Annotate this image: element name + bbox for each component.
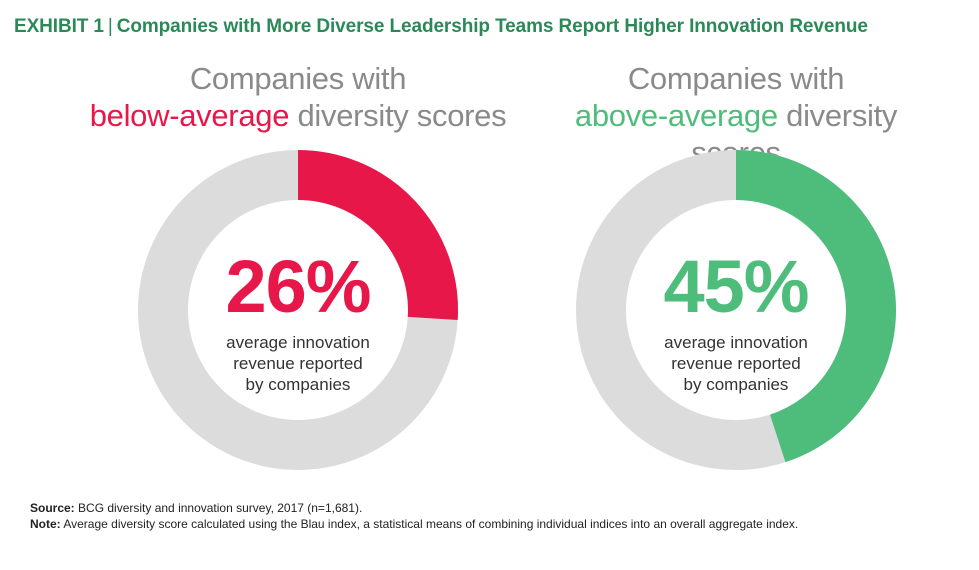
donut-caption-line: by companies [245, 375, 351, 394]
panel-heading-line1: Companies with [189, 61, 407, 96]
donut-caption: average innovation revenue reported by c… [88, 332, 508, 395]
donut-caption: average innovation revenue reported by c… [526, 332, 946, 395]
donut-center: 26% average innovation revenue reported … [88, 250, 508, 395]
panel-heading-highlight: above-average [574, 98, 778, 133]
donut-center: 45% average innovation revenue reported … [526, 250, 946, 395]
donut-chart-wrapper: 45% average innovation revenue reported … [526, 150, 946, 470]
donut-slice-value [735, 150, 896, 463]
exhibit-separator: | [107, 16, 113, 37]
source-text: BCG diversity and innovation survey, 201… [78, 501, 363, 515]
footnotes: Source: BCG diversity and innovation sur… [30, 500, 960, 532]
source-label: Source: [30, 501, 75, 515]
panel-heading: Companies with below-average diversity s… [88, 60, 508, 134]
panel-heading-line1: Companies with [627, 61, 845, 96]
chart-panel-below-average: Companies with below-average diversity s… [88, 60, 508, 470]
donut-caption-line: revenue reported [233, 354, 363, 373]
exhibit-label: EXHIBIT 1 [14, 16, 104, 37]
exhibit-title: EXHIBIT 1 | Companies with More Diverse Le… [14, 16, 868, 38]
donut-value-label: 26% [225, 245, 371, 328]
donut-slice-value [297, 150, 458, 321]
panel-heading-highlight: below-average [89, 98, 290, 133]
source-note: Source: BCG diversity and innovation sur… [30, 500, 960, 516]
note-text: Average diversity score calculated using… [63, 517, 799, 531]
donut-value-label: 45% [663, 245, 809, 328]
method-note: Note: Average diversity score calculated… [30, 516, 960, 532]
chart-panel-above-average: Companies with above-average diversity s… [526, 60, 946, 470]
donut-caption-line: revenue reported [671, 354, 801, 373]
panel-heading-rest: diversity scores [297, 98, 507, 133]
donut-caption-line: by companies [683, 375, 789, 394]
note-label: Note: [30, 517, 61, 531]
donut-caption-line: average innovation [664, 333, 808, 352]
donut-caption-line: average innovation [226, 333, 370, 352]
exhibit-title-text: Companies with More Diverse Leadership T… [116, 16, 868, 37]
donut-chart-svg [576, 150, 896, 470]
donut-chart-svg [138, 150, 458, 470]
donut-chart-wrapper: 26% average innovation revenue reported … [88, 150, 508, 470]
